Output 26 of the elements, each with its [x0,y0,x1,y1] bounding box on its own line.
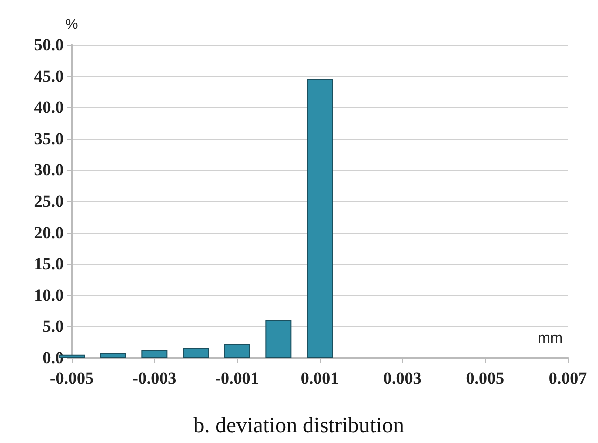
x-tick-label: -0.005 [50,369,94,388]
y-tick-label: 15.0 [34,254,64,274]
y-tick-label: 50.0 [34,36,64,54]
x-tick-label: -0.001 [215,369,260,388]
x-tick-label: 0.007 [548,369,588,388]
y-tick-label: 20.0 [34,223,64,242]
x-tick-label: 0.003 [384,369,422,388]
y-tick-label: 25.0 [34,192,64,211]
x-tick-label: 0.001 [300,369,340,388]
bar [100,352,126,358]
y-tick-label: 30.0 [34,160,64,180]
y-tick-label: 10.0 [34,286,64,305]
x-tick-label: -0.003 [132,369,177,388]
y-tick-label: 35.0 [34,129,64,148]
x-axis-title: mm [538,330,563,347]
bar [183,348,209,358]
x-tick-label: 0.005 [466,369,504,388]
y-tick-label: 5.0 [42,317,64,336]
bar [142,350,168,358]
y-tick-label: 40.0 [34,98,64,118]
y-tick-label: 45.0 [34,66,64,86]
bar [307,79,333,358]
bar [224,344,250,358]
text: b. deviation distribution [194,412,404,438]
y-axis-title: % [66,16,78,32]
bar [266,320,292,358]
